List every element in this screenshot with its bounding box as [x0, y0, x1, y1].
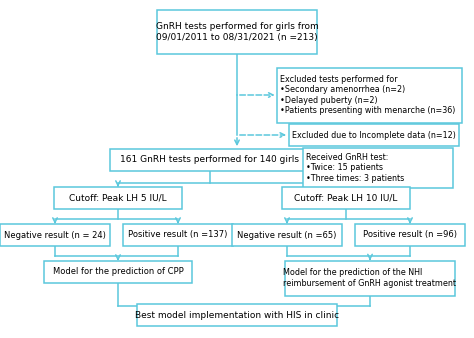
Text: Cutoff: Peak LH 10 IU/L: Cutoff: Peak LH 10 IU/L: [294, 193, 398, 202]
FancyBboxPatch shape: [232, 224, 342, 246]
Text: Negative result (n =65): Negative result (n =65): [237, 231, 337, 240]
Text: 161 GnRH tests performed for 140 girls: 161 GnRH tests performed for 140 girls: [120, 155, 300, 165]
Text: Positive result (n =137): Positive result (n =137): [128, 231, 228, 240]
Text: GnRH tests performed for girls from
09/01/2011 to 08/31/2021 (n =213): GnRH tests performed for girls from 09/0…: [155, 22, 319, 42]
FancyBboxPatch shape: [110, 149, 310, 171]
FancyBboxPatch shape: [157, 10, 317, 54]
FancyBboxPatch shape: [285, 261, 455, 295]
Text: Excluded tests performed for
•Secondary amenorrhea (n=2)
•Delayed puberty (n=2)
: Excluded tests performed for •Secondary …: [281, 75, 456, 115]
FancyBboxPatch shape: [44, 261, 192, 283]
Text: Best model implementation with HIS in clinic: Best model implementation with HIS in cl…: [135, 311, 339, 319]
FancyBboxPatch shape: [355, 224, 465, 246]
FancyBboxPatch shape: [123, 224, 233, 246]
FancyBboxPatch shape: [54, 187, 182, 209]
FancyBboxPatch shape: [137, 304, 337, 326]
Text: Model for the prediction of the NHI
reimbursement of GnRH agonist treatment: Model for the prediction of the NHI reim…: [283, 268, 456, 288]
Text: Negative result (n = 24): Negative result (n = 24): [4, 231, 106, 240]
Text: Positive result (n =96): Positive result (n =96): [363, 231, 457, 240]
Text: Received GnRH test:
•Twice: 15 patients
•Three times: 3 patients: Received GnRH test: •Twice: 15 patients …: [306, 153, 404, 183]
FancyBboxPatch shape: [277, 68, 463, 122]
Text: Excluded due to Incomplete data (n=12): Excluded due to Incomplete data (n=12): [292, 130, 456, 140]
FancyBboxPatch shape: [289, 124, 459, 146]
FancyBboxPatch shape: [0, 224, 110, 246]
FancyBboxPatch shape: [303, 148, 453, 188]
Text: Cutoff: Peak LH 5 IU/L: Cutoff: Peak LH 5 IU/L: [69, 193, 167, 202]
FancyBboxPatch shape: [282, 187, 410, 209]
Text: Model for the prediction of CPP: Model for the prediction of CPP: [53, 267, 183, 276]
